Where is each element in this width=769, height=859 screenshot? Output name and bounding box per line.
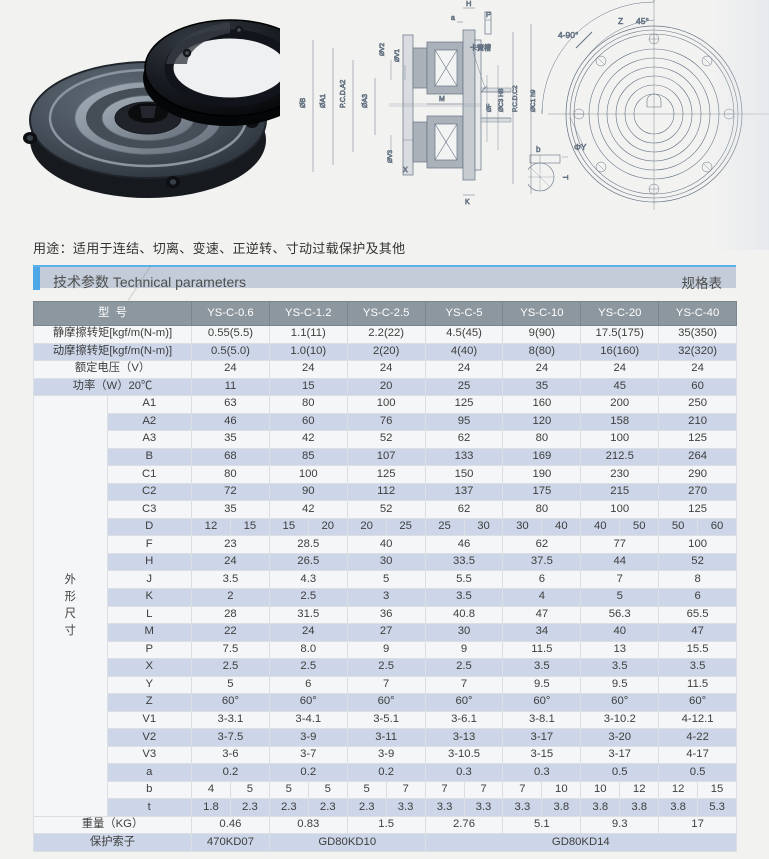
svg-text:M: M <box>439 96 445 103</box>
svg-text:K: K <box>465 199 470 206</box>
svg-text:T: T <box>561 175 570 180</box>
svg-text:ØV3: ØV3 <box>387 150 394 163</box>
svg-text:ØA1: ØA1 <box>320 94 327 108</box>
svg-text:ØA3: ØA3 <box>362 94 369 108</box>
svg-text:H: H <box>466 0 471 8</box>
svg-text:ØC3 H8: ØC3 H8 <box>498 88 505 112</box>
svg-text:Z: Z <box>618 16 623 26</box>
svg-text:P: P <box>486 12 491 19</box>
svg-text:4-90°: 4-90° <box>558 30 578 40</box>
svg-text:ØF: ØF <box>487 103 493 112</box>
svg-text:X: X <box>403 167 408 174</box>
svg-text:ØB: ØB <box>300 98 307 108</box>
svg-text:P.C.D.C2: P.C.D.C2 <box>512 85 519 112</box>
svg-text:ΦY: ΦY <box>574 142 587 152</box>
svg-text:P.C.D.A2: P.C.D.A2 <box>340 80 347 108</box>
svg-text:45°: 45° <box>636 16 649 26</box>
svg-text:a: a <box>451 15 455 22</box>
svg-text:ØV1: ØV1 <box>394 49 401 62</box>
svg-text:ØV2: ØV2 <box>379 43 386 56</box>
svg-text:b: b <box>536 145 541 154</box>
svg-text:卡簧槽: 卡簧槽 <box>470 43 491 52</box>
